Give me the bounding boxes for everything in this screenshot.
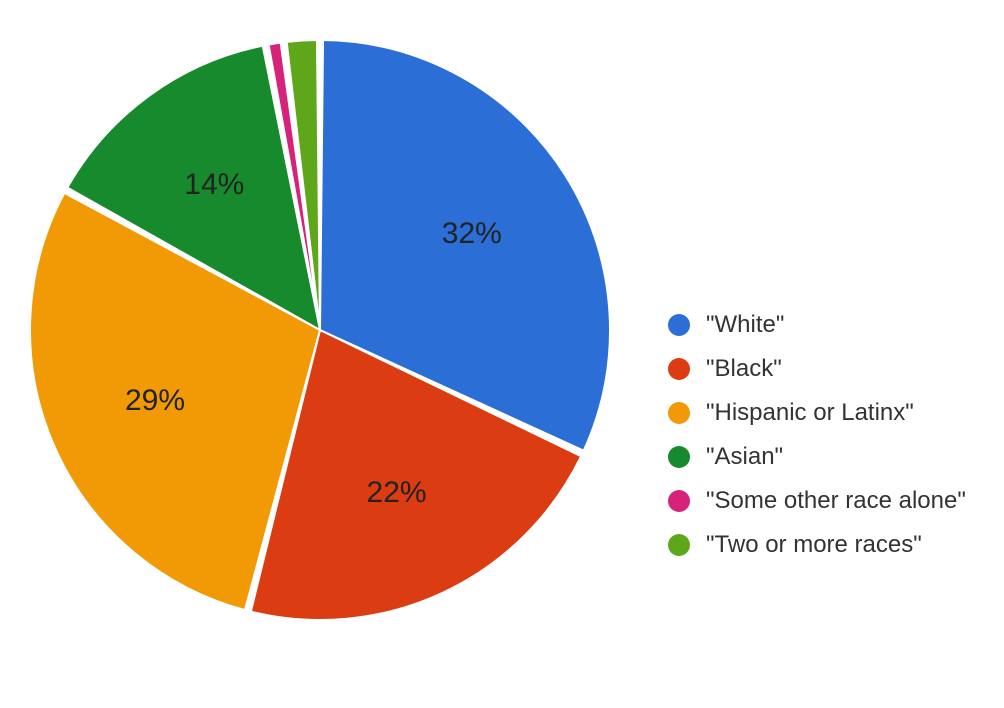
- legend-item: "Two or more races": [668, 530, 966, 560]
- legend-item: "Some other race alone": [668, 486, 966, 516]
- legend-item: "Black": [668, 354, 966, 384]
- legend-swatch-icon: [668, 402, 690, 424]
- legend-label: "Some other race alone": [706, 486, 966, 516]
- pie-svg: [0, 0, 650, 660]
- legend-swatch-icon: [668, 314, 690, 336]
- pie-chart-container: 32% 22% 29% 14% "White" "Black" "Hispanic or …: [0, 0, 1004, 708]
- slice-percent-label: 32%: [442, 217, 502, 251]
- slice-percent-label: 22%: [367, 476, 427, 510]
- legend-label: "Two or more races": [706, 530, 922, 560]
- legend-swatch-icon: [668, 446, 690, 468]
- legend-label: "Asian": [706, 442, 783, 472]
- legend-swatch-icon: [668, 490, 690, 512]
- legend-label: "Hispanic or Latinx": [706, 398, 914, 428]
- legend-item: "Asian": [668, 442, 966, 472]
- slice-percent-label: 29%: [125, 384, 185, 418]
- legend-label: "Black": [706, 354, 782, 384]
- pie-chart: 32% 22% 29% 14%: [0, 0, 650, 660]
- legend-label: "White": [706, 310, 784, 340]
- legend-item: "Hispanic or Latinx": [668, 398, 966, 428]
- legend-swatch-icon: [668, 534, 690, 556]
- legend-item: "White": [668, 310, 966, 340]
- legend-swatch-icon: [668, 358, 690, 380]
- legend: "White" "Black" "Hispanic or Latinx" "Asian…: [668, 310, 966, 574]
- slice-percent-label: 14%: [184, 168, 244, 202]
